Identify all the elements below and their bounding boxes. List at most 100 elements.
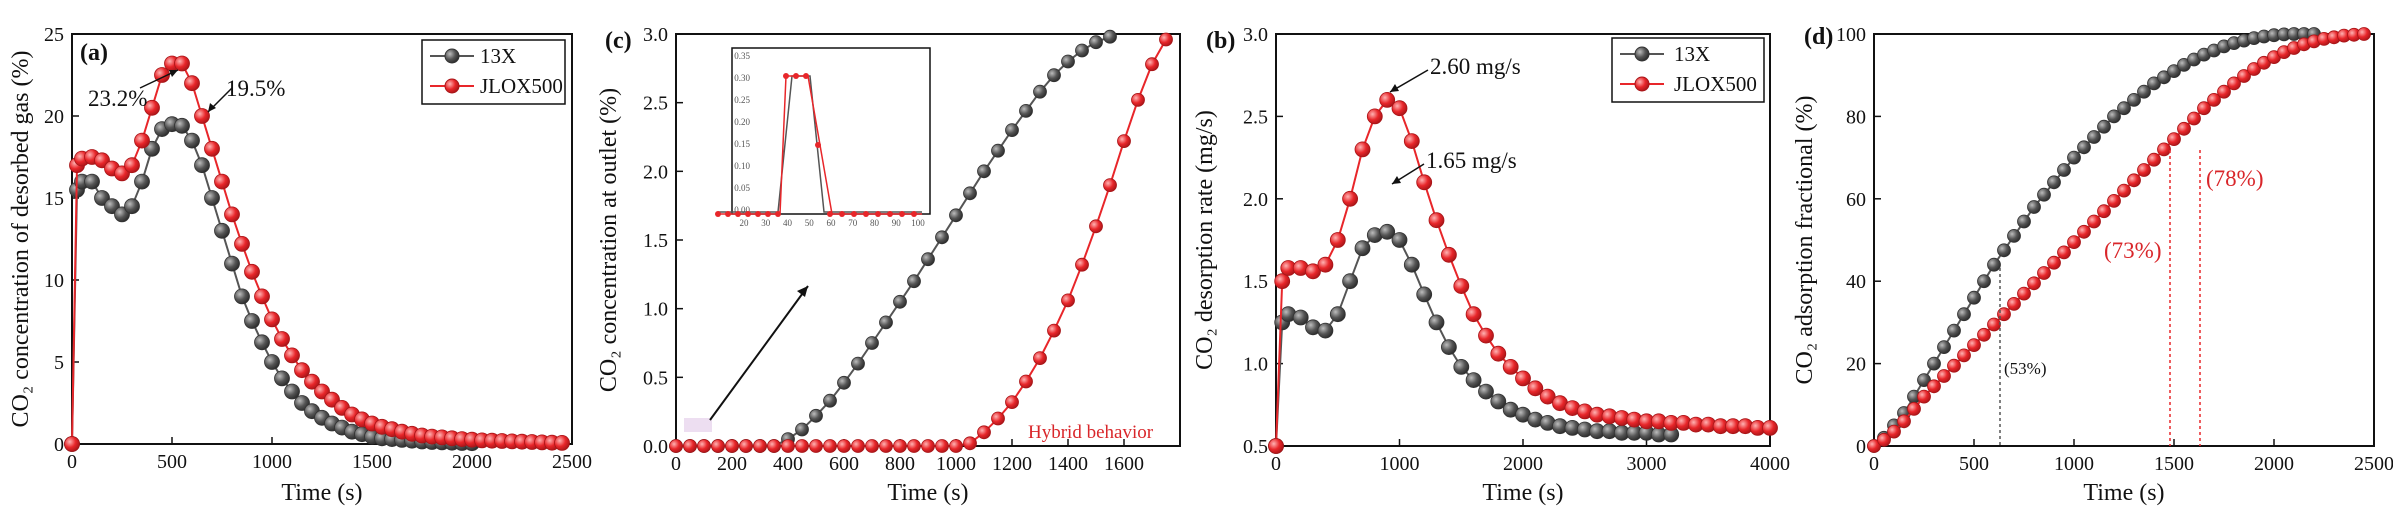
data-point (264, 354, 280, 370)
inset-x-tick-label: 90 (892, 218, 902, 228)
x-tick-label: 2000 (1503, 453, 1543, 475)
y-tick-label: 1.5 (1243, 271, 1268, 293)
inset-x-tick-label: 70 (848, 218, 858, 228)
data-point (1465, 372, 1482, 389)
data-point (921, 252, 935, 267)
data-point (1033, 351, 1047, 366)
data-point (2117, 101, 2131, 116)
x-tick-label: 2500 (2354, 453, 2393, 475)
annotation-2-60: 2.60 mg/s (1430, 54, 1521, 79)
data-point (1342, 190, 1358, 207)
data-point (2077, 140, 2091, 155)
legend-marker-jlox500 (1634, 76, 1650, 92)
data-point (935, 230, 949, 245)
data-point (1391, 100, 1408, 117)
y-tick-label: 2.5 (1243, 106, 1268, 128)
y-tick-label: 0.5 (643, 367, 668, 389)
data-point (1061, 54, 1075, 69)
data-point (2057, 163, 2071, 177)
inset-x-tick-label: 20 (740, 218, 750, 228)
annotation-1-65: 1.65 mg/s (1426, 148, 1517, 173)
data-point (64, 436, 80, 452)
y-tick-label: 25 (44, 24, 64, 46)
data-point (2027, 200, 2041, 214)
data-point (1089, 35, 1103, 50)
data-point (893, 294, 907, 309)
data-point (823, 439, 837, 453)
data-point (2047, 175, 2061, 190)
data-point (554, 434, 570, 451)
data-point (2237, 69, 2251, 83)
annotation-hybrid-behavior: Hybrid behavior (1028, 422, 1154, 443)
data-point (2107, 109, 2121, 124)
inset-point (839, 211, 845, 217)
data-point (2137, 84, 2151, 99)
x-tick-label: 200 (717, 453, 747, 475)
x-tick-label: 1500 (2154, 453, 2194, 475)
data-point (1967, 338, 1981, 353)
data-point (1527, 380, 1544, 397)
data-point (1005, 395, 1019, 410)
data-point (124, 157, 140, 174)
data-point (2167, 132, 2181, 147)
inset-x-tick-label: 50 (805, 218, 815, 228)
panel-label-c: (c) (605, 28, 632, 54)
legend-box (421, 39, 566, 105)
data-point (2067, 150, 2081, 165)
y-tick-label: 15 (44, 188, 64, 210)
data-point (1379, 92, 1396, 108)
y-tick-label: 0.0 (643, 436, 668, 458)
data-point (1342, 273, 1358, 290)
data-point (2097, 204, 2111, 219)
data-point (935, 439, 949, 453)
data-point (1145, 57, 1159, 72)
data-point (1762, 419, 1778, 436)
x-tick-label: 1500 (352, 451, 392, 473)
plot-frame (71, 33, 573, 445)
x-tick-label: 600 (829, 453, 859, 475)
data-point (837, 439, 851, 453)
x-tick-label: 1000 (1380, 453, 1420, 475)
y-axis-title: CO₂ concentration of desorbed gas (%) (8, 51, 34, 428)
data-point (697, 439, 711, 453)
data-point (204, 190, 220, 206)
legend-label-jlox500: JLOX500 (1674, 72, 1757, 96)
data-point (1047, 68, 1061, 83)
data-point (134, 173, 150, 190)
data-point (304, 373, 320, 390)
x-tick-label: 4000 (1750, 453, 1790, 475)
x-tick-label: 1600 (1104, 453, 1144, 475)
data-point (991, 143, 1005, 158)
y-tick-label: 40 (1846, 271, 1866, 293)
inset-markers (715, 73, 917, 217)
data-point (1033, 84, 1047, 99)
data-point (254, 288, 270, 305)
y-tick-label: 1.0 (643, 299, 668, 321)
inset-point (803, 73, 809, 79)
data-point (174, 55, 190, 72)
data-point (1075, 257, 1089, 272)
inset-point (863, 211, 869, 217)
x-tick-label: 0 (1271, 453, 1281, 475)
legend-marker-jlox500 (444, 78, 460, 94)
inset-y-tick-label: 0.15 (734, 139, 750, 149)
inset-point (911, 211, 917, 217)
y-axis-title: CO₂ adsorption fractional (%) (1792, 96, 1818, 385)
x-tick-label: 2500 (552, 451, 592, 473)
data-point (2167, 64, 2181, 78)
data-point (1354, 240, 1371, 257)
data-point (2127, 93, 2141, 107)
inset-point (755, 211, 761, 217)
data-point (1947, 323, 1961, 338)
data-point (823, 393, 837, 408)
inset-point (735, 211, 741, 217)
data-point (1329, 232, 1346, 248)
data-point (1317, 256, 1334, 273)
data-point (1274, 273, 1291, 290)
data-point (1987, 257, 2001, 272)
x-tick-label: 0 (1869, 453, 1879, 475)
data-point (1490, 345, 1507, 362)
data-point (2077, 224, 2091, 239)
